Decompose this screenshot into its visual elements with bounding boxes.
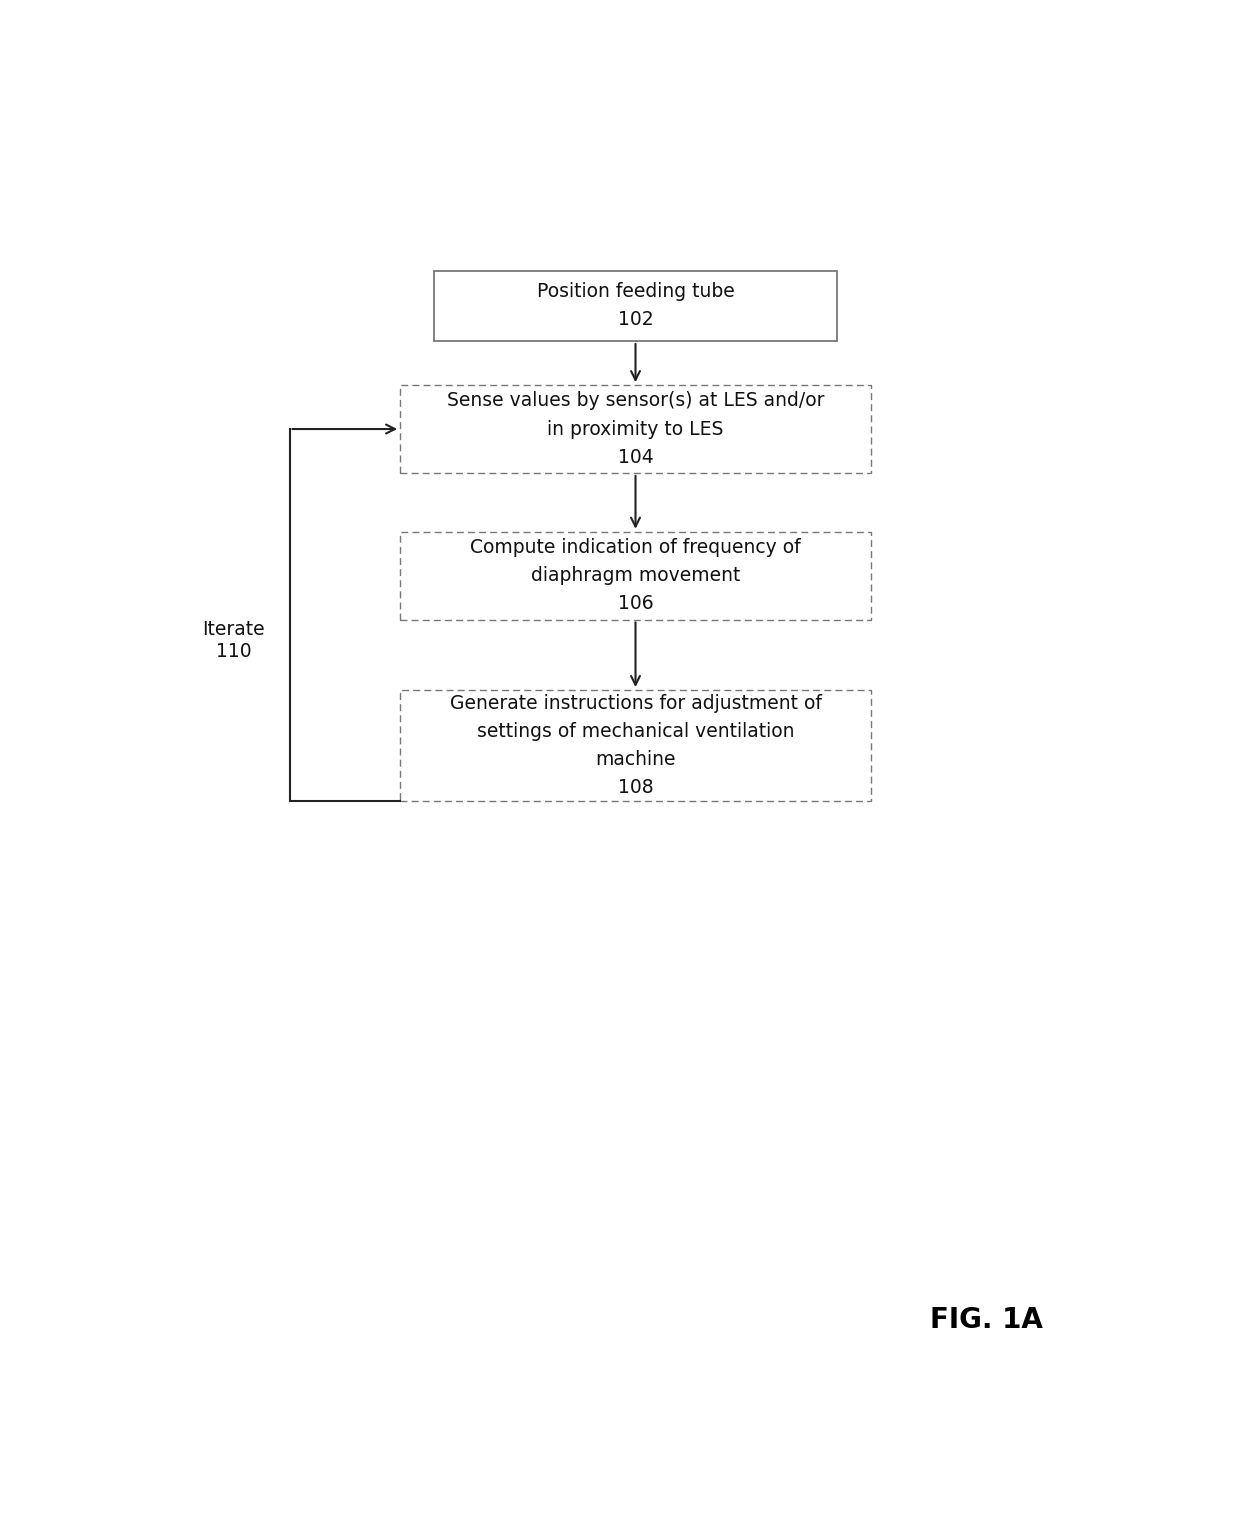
Text: Position feeding tube: Position feeding tube — [537, 282, 734, 302]
Text: Sense values by sensor(s) at LES and/or: Sense values by sensor(s) at LES and/or — [446, 391, 825, 410]
FancyBboxPatch shape — [401, 532, 870, 620]
Text: settings of mechanical ventilation: settings of mechanical ventilation — [476, 722, 795, 742]
FancyBboxPatch shape — [434, 271, 837, 341]
FancyBboxPatch shape — [401, 385, 870, 474]
Text: FIG. 1A: FIG. 1A — [930, 1307, 1043, 1334]
Text: Generate instructions for adjustment of: Generate instructions for adjustment of — [450, 694, 821, 713]
Text: 102: 102 — [618, 311, 653, 329]
Text: in proximity to LES: in proximity to LES — [547, 419, 724, 439]
Text: Compute indication of frequency of: Compute indication of frequency of — [470, 538, 801, 557]
Text: 106: 106 — [618, 594, 653, 614]
Text: Iterate
110: Iterate 110 — [202, 620, 265, 661]
Text: diaphragm movement: diaphragm movement — [531, 567, 740, 585]
Text: machine: machine — [595, 751, 676, 769]
FancyBboxPatch shape — [401, 690, 870, 801]
Text: 104: 104 — [618, 448, 653, 466]
Text: 108: 108 — [618, 778, 653, 798]
